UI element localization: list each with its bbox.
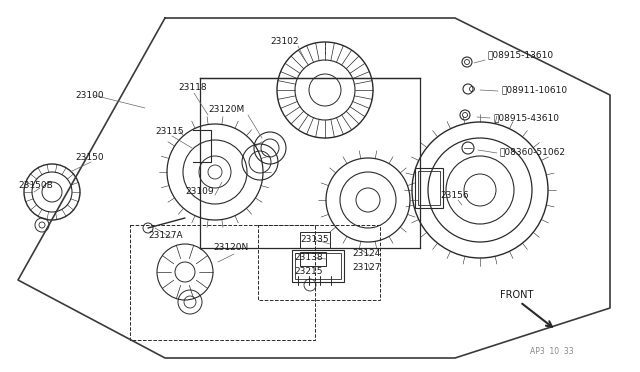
Text: 23115: 23115: [155, 128, 184, 137]
Text: 23127: 23127: [352, 263, 381, 273]
Bar: [130, 225, 315, 340]
Text: 23215: 23215: [294, 267, 323, 276]
Text: AP3  10  33: AP3 10 33: [530, 347, 573, 356]
Text: Ⓢ08360-51062: Ⓢ08360-51062: [500, 148, 566, 157]
Text: 23156: 23156: [440, 192, 468, 201]
Bar: [300, 252, 326, 266]
Text: Ⓦ08915-43610: Ⓦ08915-43610: [494, 113, 560, 122]
Bar: [415, 168, 443, 208]
Text: 23135: 23135: [300, 235, 328, 244]
Text: 23150: 23150: [75, 154, 104, 163]
Text: 23102: 23102: [270, 38, 298, 46]
Text: 23100: 23100: [75, 90, 104, 99]
Text: FRONT: FRONT: [500, 290, 533, 300]
Text: 23127A: 23127A: [148, 231, 182, 240]
Bar: [300, 232, 330, 248]
Bar: [418, 171, 440, 205]
Text: Ⓝ08911-10610: Ⓝ08911-10610: [502, 86, 568, 94]
Bar: [295, 253, 341, 279]
Text: 23120N: 23120N: [213, 244, 248, 253]
Text: 23124: 23124: [352, 248, 380, 257]
Text: Ⓦ08915-13610: Ⓦ08915-13610: [488, 51, 554, 60]
Text: 23109: 23109: [185, 187, 214, 196]
Text: 23138: 23138: [294, 253, 323, 263]
Text: 23120M: 23120M: [208, 106, 244, 115]
Bar: [258, 225, 380, 300]
Bar: [292, 250, 344, 282]
Text: 23118: 23118: [178, 83, 207, 93]
Text: 23150B: 23150B: [18, 180, 52, 189]
